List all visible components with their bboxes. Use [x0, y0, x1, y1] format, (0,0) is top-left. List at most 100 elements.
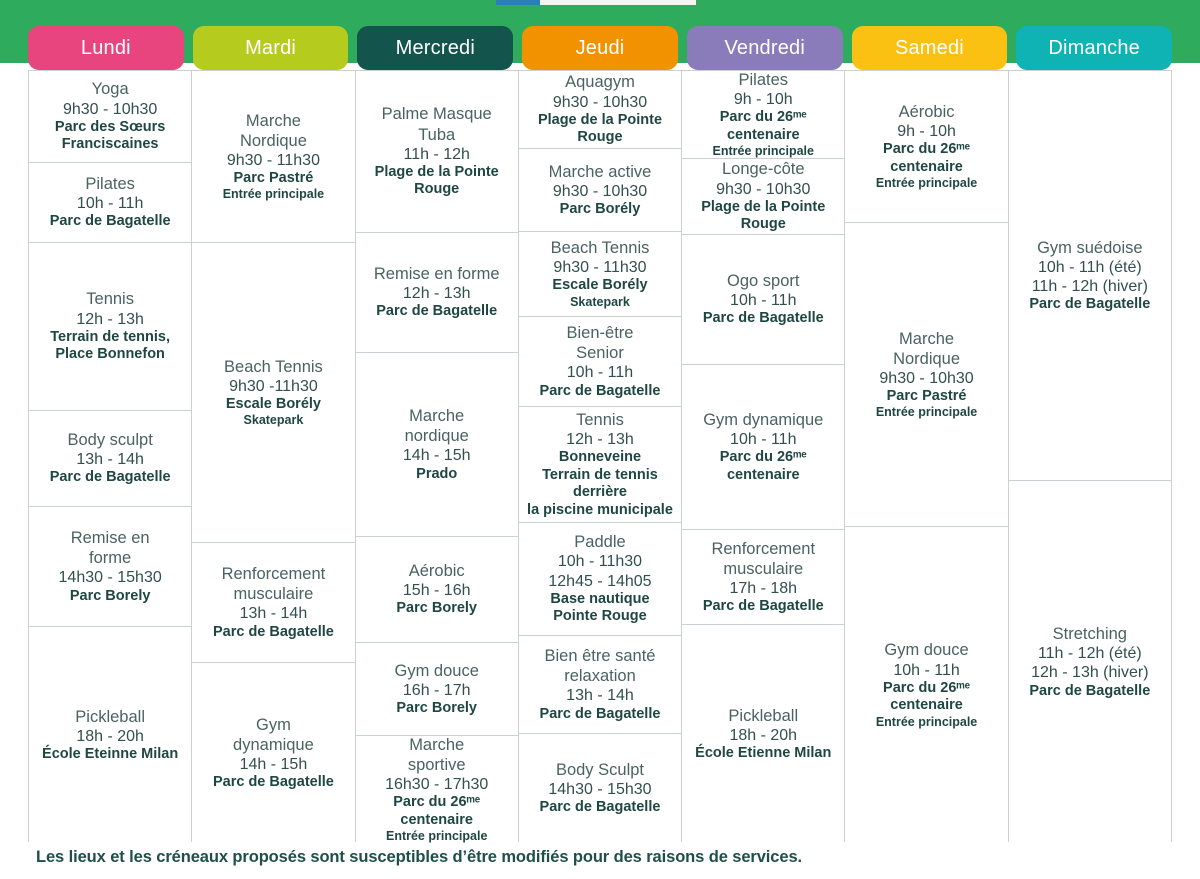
activity-time: 14h30 - 15h30 — [58, 569, 162, 587]
footer-disclaimer: Les lieux et les créneaux proposés sont … — [36, 848, 802, 866]
day-header-dimanche[interactable]: Dimanche — [1016, 26, 1173, 70]
activity-cell[interactable]: Remise en forme 14h30 - 15h30 Parc Borely — [29, 507, 192, 627]
activity-cell[interactable]: Marche Nordique 9h30 - 10h30 Parc Pastré En… — [845, 223, 1008, 527]
activity-location: École Eteinne Milan — [42, 745, 179, 762]
activity-time: 9h30 - 11h30 — [226, 151, 320, 169]
activity-location: Parc de Bagatelle — [212, 623, 334, 640]
activity-time: 18h - 20h — [76, 727, 144, 745]
activity-location: Parc Borely — [396, 699, 477, 716]
activity-time: 14h - 15h — [239, 755, 308, 773]
activity-location: Parc du 26ᵐᵉ centenaire — [719, 109, 807, 143]
activity-title: Beach Tennis — [224, 357, 323, 376]
day-header-jeudi[interactable]: Jeudi — [522, 26, 678, 70]
day-header-vendredi[interactable]: Vendredi — [686, 26, 843, 70]
day-header-mercredi[interactable]: Mercredi — [357, 26, 514, 70]
activity-cell[interactable]: Marche sportive 16h30 - 17h30 Parc du 26ᵐᵉ… — [356, 736, 518, 843]
day-header-lundi[interactable]: Lundi — [28, 26, 184, 70]
activity-cell[interactable]: Gym douce 10h - 11h Parc du 26ᵐᵉ centenair… — [845, 527, 1007, 843]
activity-title: Aérobic — [408, 562, 465, 581]
activity-location: Parc Borely — [396, 600, 477, 617]
activity-title: Ogo sport — [727, 272, 800, 291]
activity-time: 10h - 11h (été) 11h - 12h (hiver) — [1031, 258, 1148, 295]
day-header-mardi[interactable]: Mardi — [192, 26, 349, 70]
activity-cell[interactable]: Aérobic 15h - 16h Parc Borely — [355, 537, 518, 643]
activity-note: Skatepark — [570, 294, 630, 309]
activity-cell[interactable]: Marche Nordique 9h30 - 11h30 Parc Pastré En… — [192, 71, 355, 243]
activity-cell[interactable]: Pilates 10h - 11h Parc de Bagatelle — [29, 163, 192, 243]
activity-title: Tennis — [86, 290, 134, 309]
activity-note: Entrée principale — [875, 714, 978, 729]
top-white-accent-bar — [540, 0, 696, 5]
activity-cell[interactable]: Gym dynamique 10h - 11h Parc du 26ᵐᵉ cente… — [682, 365, 845, 530]
activity-cell[interactable]: Gym suédoise 10h - 11h (été) 11h - 12h (h… — [1008, 71, 1171, 481]
activity-location: Parc du 26ᵐᵉ centenaire — [883, 679, 971, 714]
activity-cell[interactable]: Renforcement musculaire 17h - 18h Parc de … — [682, 530, 845, 625]
activity-time: 9h30 - 10h30 — [552, 93, 648, 111]
activity-cell[interactable]: Gym dynamique 14h - 15h Parc de Bagatelle — [192, 663, 354, 843]
top-blue-accent-bar — [496, 0, 540, 5]
activity-cell[interactable]: Paddle 10h - 11h30 12h45 - 14h05 Base naut… — [518, 523, 682, 636]
activity-title: Gym douce — [394, 661, 479, 680]
activity-time: 10h - 11h — [76, 195, 144, 213]
activity-cell[interactable]: Body sculpt 13h - 14h Parc de Bagatelle — [29, 411, 192, 507]
activity-time: 10h - 11h30 12h45 - 14h05 — [548, 553, 652, 590]
activity-cell[interactable]: Pilates 9h - 10h Parc du 26ᵐᵉ centenaire En… — [682, 71, 845, 159]
activity-title: Renforcement musculaire — [711, 539, 816, 578]
activity-title: Gym douce — [884, 641, 969, 660]
activity-time: 10h - 11h — [893, 661, 960, 679]
activity-time: 9h30 - 10h30 — [552, 182, 648, 200]
activity-title: Marche sportive — [407, 736, 466, 775]
activity-location: Parc de Bagatelle — [702, 598, 824, 615]
activity-cell[interactable]: Beach Tennis 9h30 - 11h30 Escale Borély Ska… — [518, 232, 682, 317]
activity-cell[interactable]: Pickleball 18h - 20h École Eteinne Milan — [29, 627, 191, 843]
activity-time: 11h - 12h — [403, 145, 470, 163]
activity-cell[interactable]: Aérobic 9h - 10h Parc du 26ᵐᵉ centenaire En… — [845, 71, 1008, 223]
schedule-column-dimanche: Gym suédoise 10h - 11h (été) 11h - 12h (h… — [1008, 71, 1172, 843]
activity-title: Marche Nordique — [893, 329, 961, 368]
activity-cell[interactable]: Body Sculpt 14h30 - 15h30 Parc de Bagatell… — [519, 734, 681, 843]
activity-title: Pilates — [738, 71, 789, 89]
activity-title: Gym suédoise — [1037, 238, 1143, 257]
schedule-column-samedi: Aérobic 9h - 10h Parc du 26ᵐᵉ centenaire En… — [845, 71, 1009, 843]
activity-cell[interactable]: Stretching 11h - 12h (été) 12h - 13h (hiv… — [1009, 481, 1171, 843]
activity-note: Entrée principale — [385, 829, 488, 843]
activity-location: Parc de Bagatelle — [539, 799, 661, 816]
schedule-column-lundi: Yoga 9h30 - 10h30 Parc des Sœurs Francisca… — [29, 71, 193, 843]
activity-time: 9h30 - 10h30 — [62, 100, 158, 118]
activity-cell[interactable]: Ogo sport 10h - 11h Parc de Bagatelle — [682, 235, 845, 365]
activity-cell[interactable]: Bien être santé relaxation 13h - 14h Parc … — [518, 636, 682, 734]
activity-cell[interactable]: Aquagym 9h30 - 10h30 Plage de la Pointe Ro… — [518, 71, 682, 149]
activity-location: Parc de Bagatelle — [49, 213, 171, 230]
activity-cell[interactable]: Bien-être Senior 10h - 11h Parc de Bagatel… — [518, 317, 682, 407]
activity-title: Aérobic — [898, 102, 955, 121]
activity-title: Aquagym — [565, 73, 635, 92]
activity-title: Bien être santé relaxation — [544, 647, 656, 686]
day-header-samedi[interactable]: Samedi — [851, 26, 1008, 70]
activity-cell[interactable]: Renforcement musculaire 13h - 14h Parc de … — [192, 543, 355, 663]
activity-time: 9h - 10h — [897, 123, 956, 141]
activity-title: Marche nordique — [404, 407, 469, 446]
activity-cell[interactable]: Tennis 12h - 13h Bonneveine Terrain de ten… — [518, 407, 682, 523]
activity-note: Skatepark — [243, 413, 304, 428]
activity-title: Gym dynamique — [703, 410, 824, 429]
activity-cell[interactable]: Tennis 12h - 13h Terrain de tennis, Place … — [29, 243, 192, 411]
activity-cell[interactable]: Marche nordique 14h - 15h Prado — [355, 353, 518, 537]
activity-cell[interactable]: Yoga 9h30 - 10h30 Parc des Sœurs Francisca… — [29, 71, 192, 163]
activity-location: Parc du 26ᵐᵉ centenaire — [719, 449, 807, 483]
activity-cell[interactable]: Pickleball 18h - 20h École Etienne Milan — [682, 625, 844, 843]
activity-cell[interactable]: Longe-côte 9h30 - 10h30 Plage de la Pointe… — [682, 159, 845, 235]
activity-title: Paddle — [574, 533, 626, 552]
activity-time: 12h - 13h — [566, 431, 634, 449]
activity-location: École Etienne Milan — [695, 744, 832, 761]
activity-cell[interactable]: Palme Masque Tuba 11h - 12h Plage de la Po… — [355, 71, 518, 233]
activity-location: Escale Borély — [225, 395, 321, 412]
activity-cell[interactable]: Remise en forme 12h - 13h Parc de Bagatell… — [355, 233, 518, 353]
activity-title: Palme Masque Tuba — [381, 105, 492, 144]
activity-time: 10h - 11h — [566, 364, 634, 382]
activity-cell[interactable]: Marche active 9h30 - 10h30 Parc Borély — [518, 149, 682, 232]
activity-location: Parc de Bagatelle — [539, 382, 661, 399]
activity-location: Escale Borély — [552, 277, 648, 294]
activity-cell[interactable]: Gym douce 16h - 17h Parc Borely — [355, 643, 518, 736]
activity-time: 9h30 - 10h30 — [879, 369, 974, 387]
activity-cell[interactable]: Beach Tennis 9h30 -11h30 Escale Borély Skat… — [192, 243, 355, 543]
